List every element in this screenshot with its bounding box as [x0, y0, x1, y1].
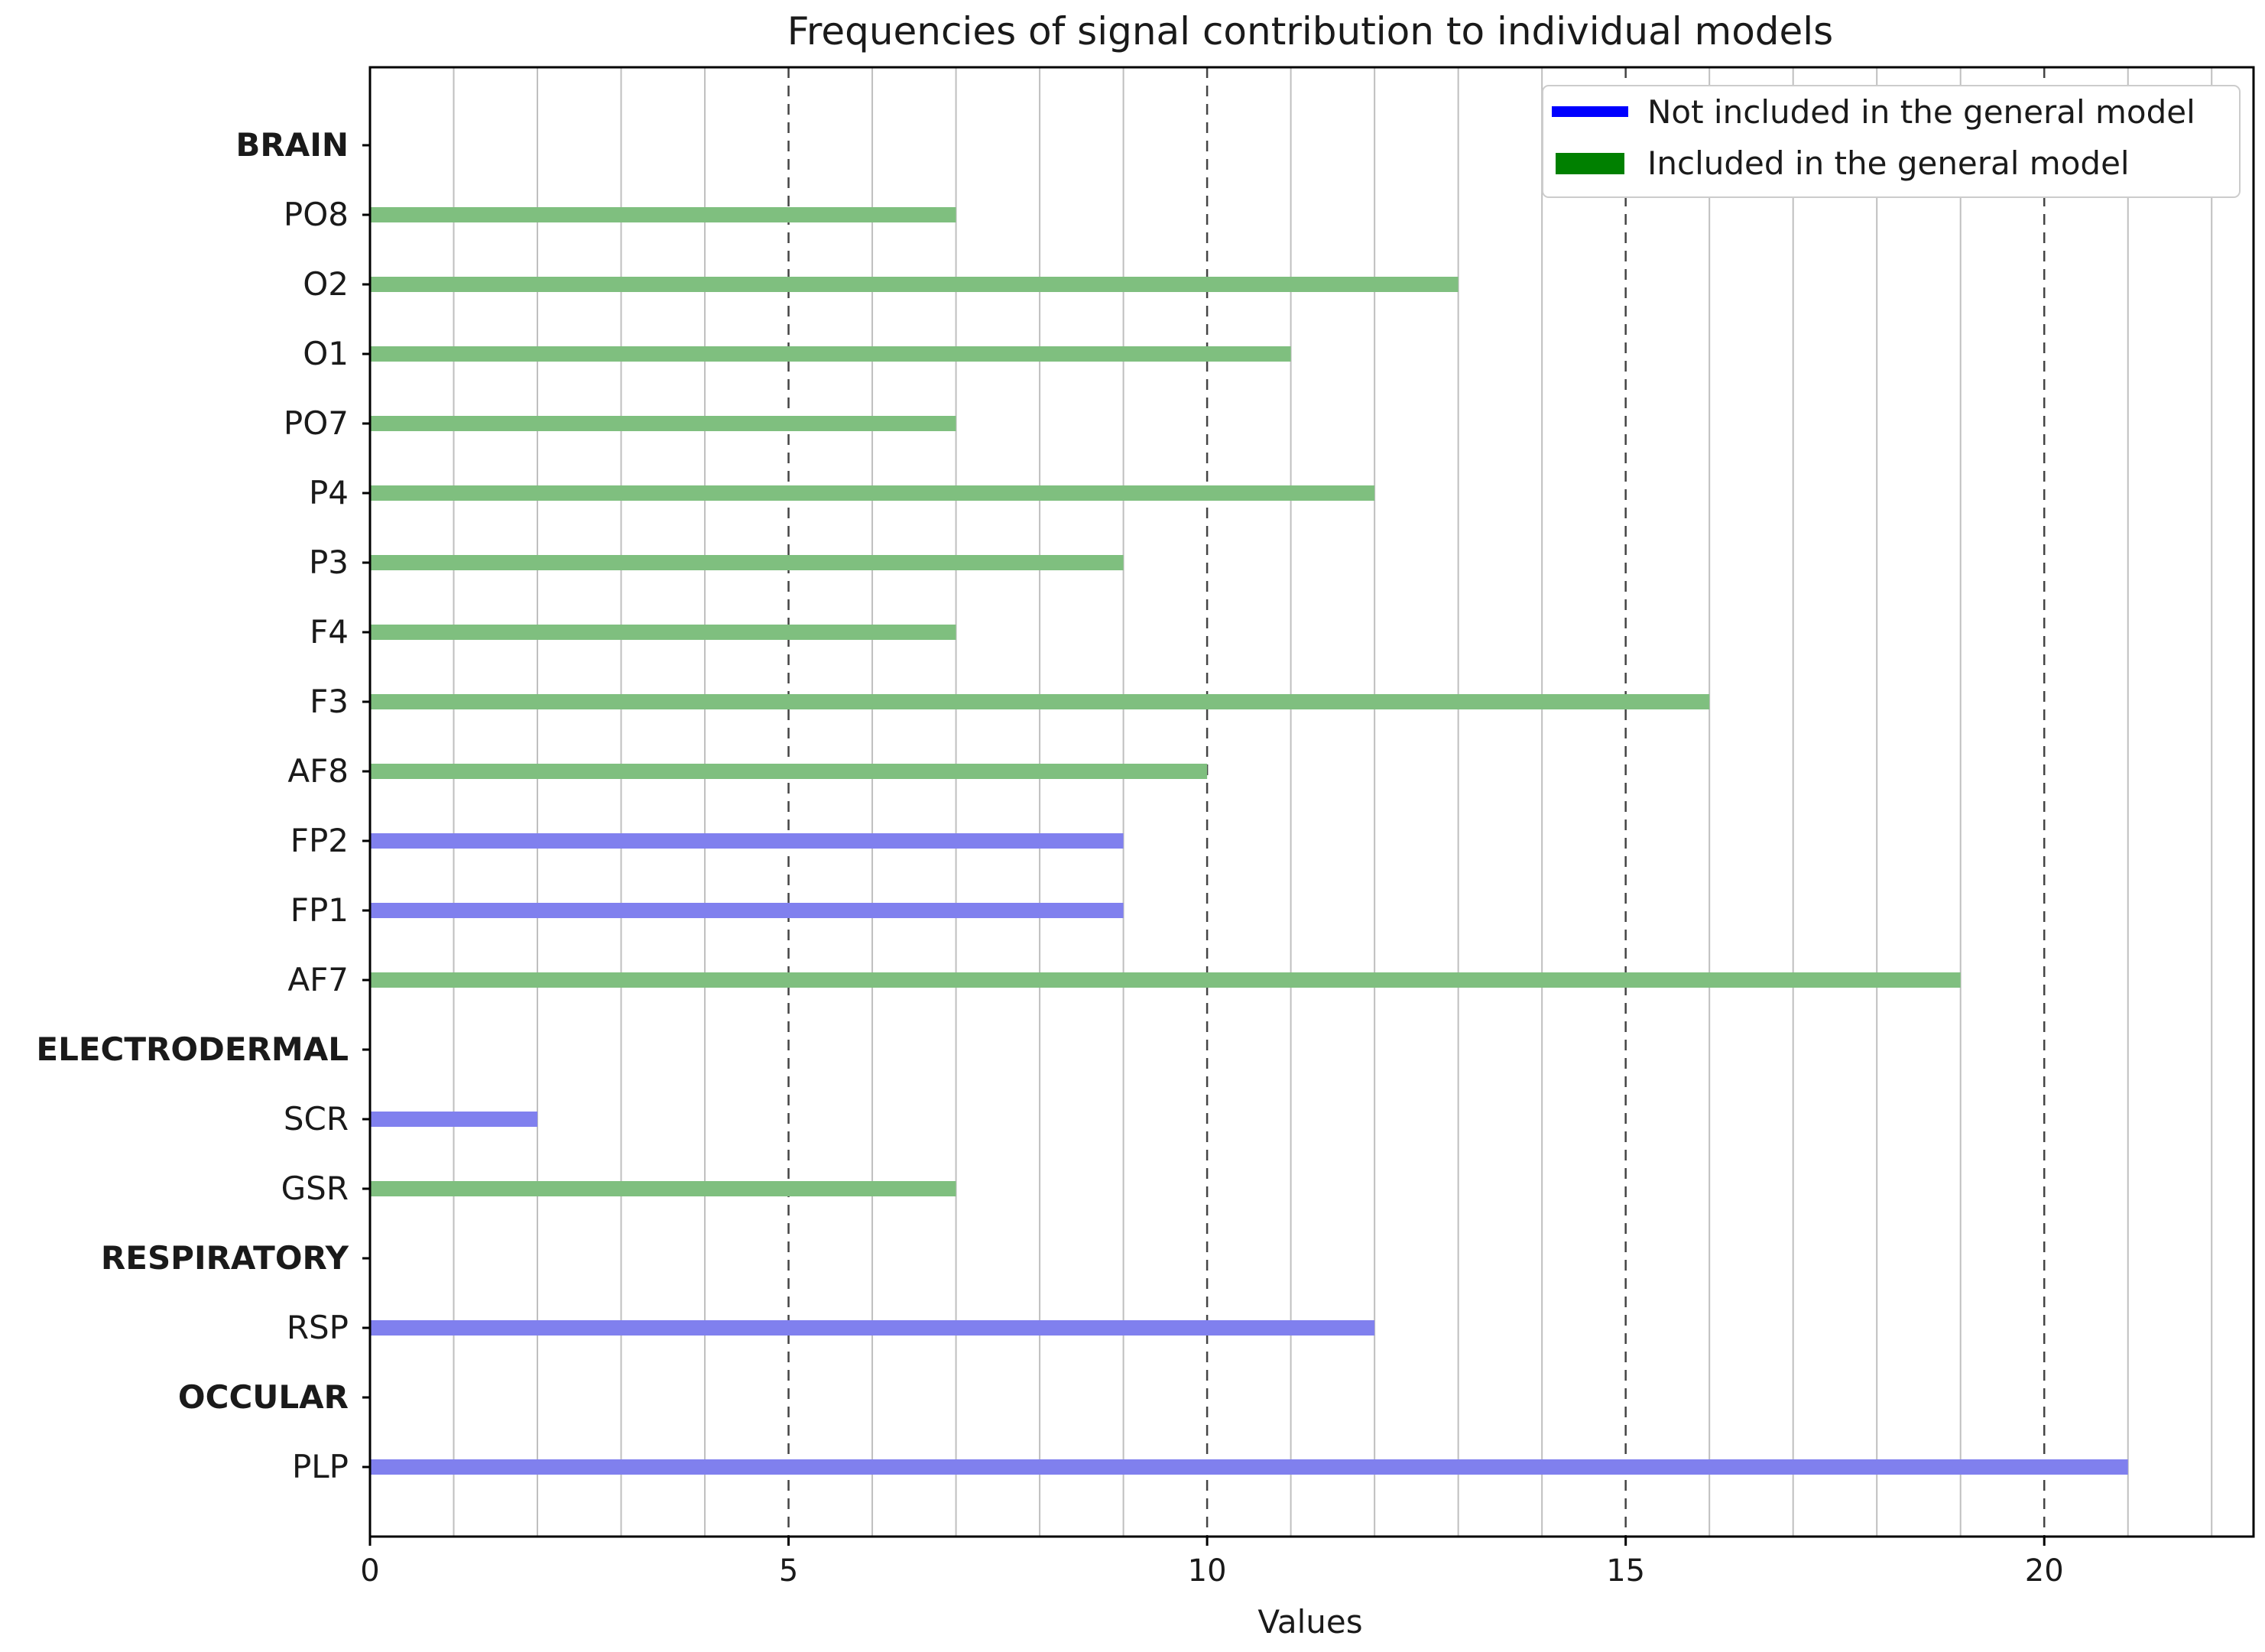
- category-label: AF8: [287, 752, 349, 790]
- bar-po8: [370, 207, 956, 222]
- category-label: GSR: [281, 1170, 349, 1207]
- legend-swatch-not-included: [1552, 106, 1628, 117]
- category-label: PO8: [284, 196, 349, 233]
- group-label: BRAIN: [235, 126, 349, 164]
- bar-af7: [370, 972, 1961, 988]
- category-label: FP2: [290, 822, 349, 859]
- category-labels: BRAIN PO8 O2 O1 PO7 P4 P3 F4 F3 AF8 FP2 FP1 AF7 ELECT…: [36, 126, 370, 1485]
- bars-layer: [370, 207, 2128, 1475]
- bar-plp: [370, 1459, 2128, 1475]
- bar-p4: [370, 485, 1375, 501]
- bar-f3: [370, 694, 1710, 709]
- legend-label-not-included: Not included in the general model: [1647, 93, 2195, 131]
- x-tick-label: 20: [2025, 1553, 2064, 1589]
- bar-f4: [370, 625, 956, 640]
- x-tick-label: 5: [779, 1553, 798, 1589]
- bar-po7: [370, 416, 956, 431]
- x-axis-ticks: 0 5 10 15 20: [360, 1537, 2064, 1589]
- category-label: F3: [310, 683, 349, 720]
- category-label: SCR: [284, 1100, 349, 1138]
- bar-o2: [370, 277, 1459, 292]
- group-label: ELECTRODERMAL: [36, 1030, 349, 1068]
- chart-title: Frequencies of signal contribution to in…: [787, 9, 1833, 54]
- category-label: PO7: [284, 404, 349, 442]
- bar-rsp: [370, 1320, 1375, 1336]
- bar-scr: [370, 1112, 538, 1127]
- category-label: O2: [303, 265, 349, 303]
- legend-swatch-included: [1556, 153, 1624, 174]
- category-label: FP1: [290, 891, 349, 929]
- x-tick-label: 0: [360, 1553, 379, 1589]
- bar-p3: [370, 555, 1124, 570]
- legend-box: [1542, 85, 2241, 198]
- plot-frame: [368, 66, 2255, 1538]
- grid-layer: [453, 67, 2213, 1537]
- x-tick-label: 10: [1188, 1553, 1227, 1589]
- x-axis-label: Values: [1257, 1603, 1362, 1641]
- x-tick-label: 15: [1606, 1553, 1645, 1589]
- legend: Not included in the general model Includ…: [1542, 85, 2241, 198]
- bar-fp2: [370, 833, 1124, 849]
- category-label: PLP: [292, 1448, 349, 1485]
- bar-o1: [370, 346, 1291, 362]
- category-label: P3: [309, 544, 349, 581]
- category-label: P4: [309, 474, 349, 511]
- legend-label-included: Included in the general model: [1647, 144, 2130, 182]
- category-label: AF7: [287, 961, 349, 998]
- category-label: O1: [303, 335, 349, 372]
- bar-gsr: [370, 1181, 956, 1196]
- group-label: RESPIRATORY: [101, 1239, 349, 1277]
- group-label: OCCULAR: [178, 1378, 349, 1416]
- bar-af8: [370, 764, 1208, 779]
- category-label: F4: [310, 613, 349, 651]
- category-label: RSP: [287, 1309, 349, 1346]
- bar-fp1: [370, 903, 1124, 918]
